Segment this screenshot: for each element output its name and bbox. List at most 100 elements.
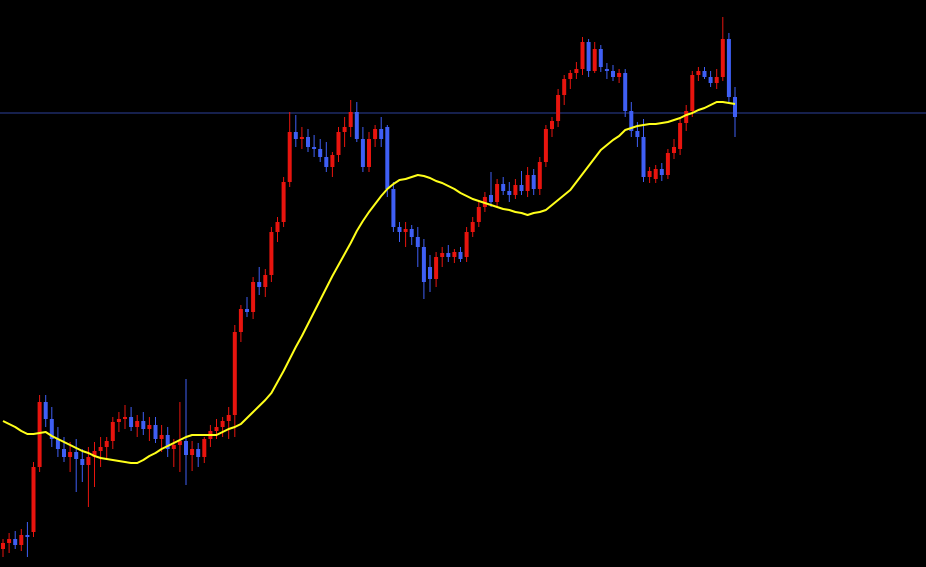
candle-body <box>421 247 426 282</box>
candle-body <box>672 147 676 153</box>
candle-body <box>489 195 493 202</box>
candle-body <box>98 447 103 451</box>
candle-body <box>690 75 695 111</box>
candle-body <box>641 137 646 177</box>
candle-body <box>80 459 85 465</box>
candle-body <box>184 441 188 455</box>
candle-body <box>604 69 609 71</box>
candle-body <box>580 42 585 69</box>
candle-body <box>110 422 115 441</box>
candle-body <box>245 309 249 312</box>
candle-body <box>360 139 365 167</box>
candle-body <box>635 131 640 137</box>
candle-body <box>318 149 323 157</box>
candle-body <box>367 139 371 167</box>
candle-body <box>629 111 634 131</box>
candle-body <box>684 111 689 123</box>
candle-body <box>342 127 347 132</box>
candle-body <box>434 257 439 279</box>
candle-body <box>37 402 42 467</box>
candle-body <box>373 129 378 139</box>
candle-body <box>257 282 262 287</box>
candle-body <box>336 132 341 155</box>
candle-body <box>86 457 91 465</box>
candle-body <box>74 452 79 459</box>
candle-body <box>287 132 292 182</box>
candle-body <box>440 253 445 257</box>
candle-body <box>135 421 140 427</box>
candle-body <box>397 227 402 232</box>
candle-body <box>299 137 304 139</box>
candle-body <box>281 182 286 222</box>
candle-body <box>556 95 561 121</box>
candle-body <box>617 73 622 77</box>
candle-body <box>159 435 164 439</box>
candle-body <box>293 132 298 139</box>
candle-body <box>659 169 664 175</box>
candle-body <box>592 49 597 71</box>
candle-body <box>574 69 579 73</box>
candle-body <box>409 229 414 237</box>
candle-body <box>391 189 396 227</box>
candle-body <box>720 39 725 77</box>
candle-body <box>238 309 243 332</box>
candle-body <box>19 535 24 545</box>
candle-body <box>385 127 390 189</box>
candle-body <box>586 42 591 71</box>
candle-body <box>263 275 268 287</box>
candle-body <box>537 162 542 189</box>
candle-body <box>177 441 182 445</box>
candle-body <box>531 175 536 189</box>
candle-body <box>330 155 335 167</box>
candle-body <box>220 421 225 427</box>
candle-body <box>141 421 146 429</box>
candle-body <box>507 191 512 195</box>
candle-body <box>49 419 54 439</box>
candle-body <box>116 419 121 422</box>
candle-body <box>513 185 518 195</box>
candle-body <box>196 449 201 457</box>
candle-body <box>104 441 109 447</box>
candle-body <box>519 185 524 191</box>
candle-body <box>13 539 18 545</box>
candle-body <box>306 137 310 147</box>
candle-body <box>202 439 207 457</box>
candle-body <box>464 232 469 257</box>
candle-body <box>446 253 451 257</box>
candle-body <box>428 267 432 279</box>
candle-body <box>269 232 274 275</box>
candle-body <box>147 425 152 429</box>
candle-body <box>714 77 719 83</box>
candle-body <box>525 175 530 191</box>
moving-average <box>2 101 736 464</box>
candle-body <box>708 77 713 83</box>
candle-body <box>55 439 60 449</box>
candle-body <box>696 71 701 75</box>
candle-body <box>452 252 457 257</box>
candle-body <box>275 222 280 232</box>
candle-body <box>226 415 231 421</box>
candle-body <box>653 169 658 179</box>
candle-body <box>678 123 683 149</box>
candle-body <box>31 467 36 532</box>
candle-body <box>251 282 256 312</box>
candle-body <box>495 184 500 202</box>
candle-body <box>568 73 573 79</box>
candle-body <box>458 252 463 259</box>
candle-body <box>312 147 317 149</box>
candle-body <box>726 39 731 97</box>
candle-body <box>68 452 73 457</box>
candle-body <box>348 112 353 127</box>
candle-body <box>1 543 5 549</box>
candle-body <box>403 229 408 232</box>
candle-body <box>550 121 554 129</box>
candle-body <box>379 129 384 139</box>
candle-body <box>43 402 48 419</box>
candle-body <box>598 49 603 67</box>
candle-body <box>611 71 615 77</box>
candle-body <box>623 73 628 111</box>
candle-body <box>25 535 30 537</box>
candle-body <box>562 79 567 95</box>
candle-body <box>7 539 12 543</box>
